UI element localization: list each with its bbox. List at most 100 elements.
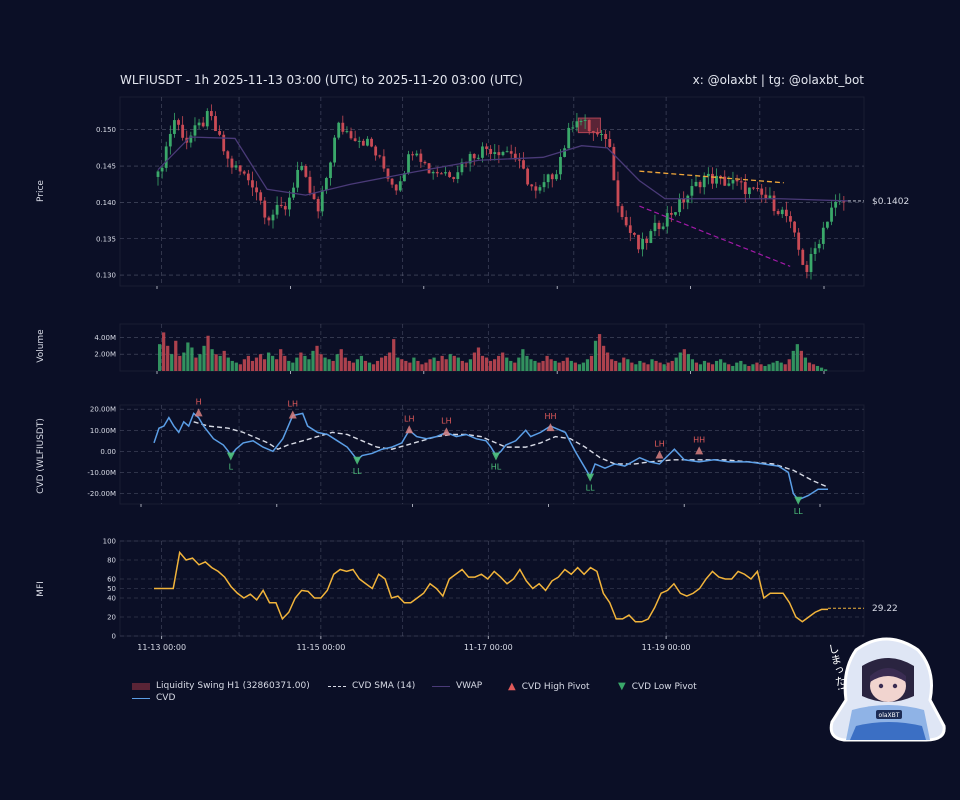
volume-bar — [823, 369, 828, 371]
candle-body — [263, 200, 267, 218]
candle-body — [275, 204, 279, 215]
volume-bar — [351, 362, 355, 371]
volume-bar — [186, 342, 190, 371]
candle-body — [439, 173, 443, 175]
volume-bar — [642, 362, 646, 371]
candle-body — [386, 168, 390, 179]
cvd-high-pivot-label: HH — [544, 412, 556, 421]
candle-body — [160, 167, 164, 172]
volume-bar — [698, 364, 703, 371]
candle-body — [337, 122, 341, 138]
candle-body — [813, 248, 817, 254]
cvd-high-pivot — [546, 423, 555, 432]
candle-body — [431, 171, 435, 174]
candle-body — [657, 222, 661, 229]
volume-bar — [565, 357, 569, 371]
candle-body — [448, 172, 451, 178]
candle-body — [645, 238, 649, 243]
volume-bar — [472, 352, 477, 371]
candle-body — [727, 183, 731, 186]
volume-bar — [771, 362, 775, 371]
candle-body — [308, 176, 312, 193]
volume-bar — [610, 359, 614, 371]
candle-body — [156, 171, 160, 177]
volume-bar — [388, 352, 392, 371]
volume-bar — [573, 362, 577, 371]
volume-bar — [266, 352, 271, 371]
volume-bar — [404, 360, 408, 371]
volume-bar — [686, 354, 690, 371]
candle-body — [550, 174, 554, 180]
volume-bar — [561, 360, 565, 371]
volume-bar — [275, 359, 279, 371]
volume-bar — [537, 362, 541, 371]
volume-bar — [367, 362, 372, 371]
volume-bar — [456, 357, 460, 371]
volume-bar — [291, 362, 295, 371]
candle-body — [398, 181, 402, 191]
candle-body — [251, 180, 254, 188]
volume-bar — [339, 349, 343, 371]
candle-body — [427, 163, 431, 174]
volume-bar — [553, 360, 557, 371]
legend-label: CVD SMA (14) — [352, 681, 416, 691]
candle-body — [452, 177, 456, 179]
x-axis-tick-label: 11-15 00:00 — [296, 643, 345, 652]
mfi-panel-frame — [119, 540, 865, 637]
candle-body — [222, 134, 226, 152]
volume-bar — [763, 365, 767, 371]
legend-label: Liquidity Swing H1 (32860371.00) — [156, 681, 310, 691]
candle-body — [616, 180, 620, 207]
volume-bar — [214, 354, 218, 371]
cvd-sma-line — [193, 421, 829, 488]
volume-bar — [234, 362, 238, 371]
volume-bar — [618, 362, 622, 371]
candle-body — [522, 160, 525, 169]
candle-body — [444, 172, 447, 174]
candle-body — [715, 175, 718, 184]
volume-bar — [775, 360, 779, 371]
mfi-tick-label: 40 — [107, 595, 116, 603]
volume-bar — [678, 352, 682, 371]
candle-body — [300, 165, 304, 170]
candle-body — [366, 138, 369, 146]
volume-bar — [371, 364, 376, 371]
volume-bar — [246, 355, 251, 371]
mfi-axis-label: MFI — [36, 581, 46, 597]
volume-bar — [767, 364, 771, 371]
volume-bar — [392, 339, 396, 371]
candle-body — [497, 152, 501, 156]
volume-bar — [448, 354, 452, 371]
candle-body — [513, 153, 517, 160]
candle-body — [731, 180, 735, 184]
candle-body — [357, 140, 361, 142]
vwap-line — [157, 136, 848, 202]
candle-body — [669, 213, 673, 215]
volume-bar — [626, 359, 630, 371]
candle-body — [324, 178, 328, 191]
volume-bar — [569, 360, 573, 371]
resistance-trendline — [639, 170, 784, 184]
candle-body — [283, 206, 287, 210]
volume-bar — [258, 354, 263, 371]
volume-bar — [731, 365, 735, 371]
candle-body — [173, 120, 176, 134]
volume-bar — [178, 355, 182, 371]
volume-bar — [710, 364, 715, 371]
volume-bar — [658, 362, 662, 371]
volume-bar — [299, 352, 303, 371]
candle-body — [801, 249, 805, 265]
volume-bar — [581, 362, 586, 371]
candle-body — [505, 151, 509, 153]
volume-bar — [541, 360, 545, 371]
volume-bar — [743, 364, 747, 371]
mascot-sticker: olaXBT しまった! — [826, 637, 946, 742]
candle-body — [678, 198, 681, 213]
volume-bar — [375, 360, 380, 371]
candle-body — [571, 127, 575, 129]
cvd-high-pivot-label: LH — [654, 440, 664, 449]
volume-bar — [779, 362, 783, 371]
candle-body — [316, 199, 320, 212]
triangle-down-icon: ▼ — [618, 681, 626, 692]
